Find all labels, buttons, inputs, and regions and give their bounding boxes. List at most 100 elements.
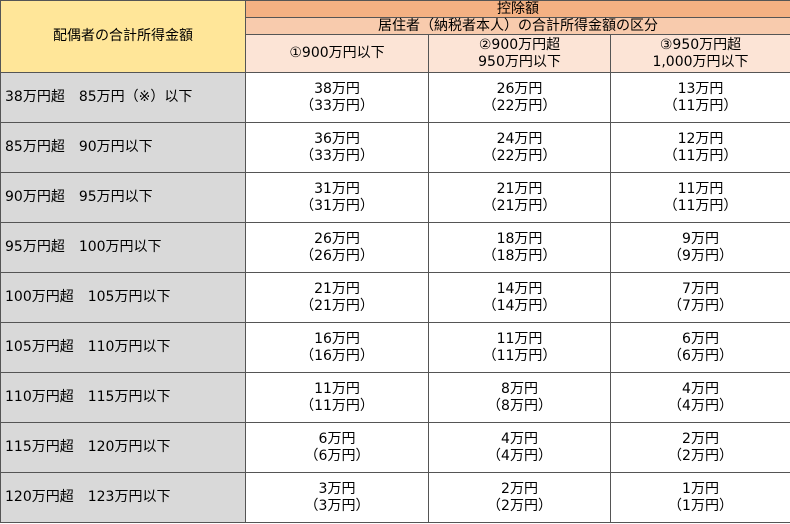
deduction-cell: 8万円 （8万円） [428,372,611,423]
deduction-amount: 13万円 [677,80,724,97]
deduction-amount: （22万円） [482,147,557,164]
deduction-amount: 2万円 [501,480,538,497]
column-header-line: ①900万円以下 [289,45,385,61]
deduction-amount: （4万円） [487,447,552,464]
corner-header: 配偶者の合計所得金額 [0,0,246,73]
deduction-amount: （16万円） [300,347,374,364]
deduction-amount: （9万円） [668,247,733,264]
deduction-amount: 26万円 [496,80,543,97]
deduction-amount: 11万円 [496,330,543,347]
deduction-amount: （1万円） [668,497,733,514]
row-header: 100万円超 105万円以下 [0,272,246,323]
deduction-amount: 8万円 [501,380,538,397]
deduction-cell: 18万円 （18万円） [428,222,611,273]
deduction-amount: 18万円 [496,230,543,247]
data-row: 95万円超 100万円以下 26万円 （26万円） 18万円 （18万円） 9万円 （9万円… [0,222,790,273]
row-header: 38万円超 85万円（※）以下 [0,72,246,123]
deduction-amount: （33万円） [300,147,374,164]
deduction-amount: （26万円） [300,247,374,264]
column-header-line: ②900万円超 [478,36,561,53]
deduction-amount: （18万円） [482,247,557,264]
data-row: 120万円超 123万円以下 3万円 （3万円） 2万円 （2万円） 1万円 （1万円） [0,472,790,523]
data-row: 100万円超 105万円以下 21万円 （21万円） 14万円 （14万円） 7万円 （7万… [0,272,790,323]
deduction-cell: 12万円 （11万円） [609,122,790,173]
deduction-amount: 16万円 [314,330,360,347]
row-header: 115万円超 120万円以下 [0,422,246,473]
deduction-amount: 38万円 [314,80,360,97]
deduction-cell: 21万円 （21万円） [245,272,429,323]
data-row: 115万円超 120万円以下 6万円 （6万円） 4万円 （4万円） 2万円 （2万円） [0,422,790,473]
deduction-cell: 26万円 （22万円） [428,72,611,123]
deduction-amount: （4万円） [668,397,733,414]
sub-header: 居住者（納税者本人）の合計所得金額の区分 [244,17,790,35]
column-header-line: 1,000万円以下 [652,53,749,70]
deduction-amount: （8万円） [487,397,552,414]
row-header: 85万円超 90万円以下 [0,122,246,173]
deduction-amount: （14万円） [482,297,557,314]
deduction-cell: 9万円 （9万円） [609,222,790,273]
deduction-amount: 14万円 [496,280,543,297]
deduction-amount: （7万円） [668,297,733,314]
deduction-cell: 16万円 （16万円） [245,322,429,373]
deduction-cell: 31万円 （31万円） [245,172,429,223]
deduction-amount: 26万円 [314,230,360,247]
column-header: ③950万円超 1,000万円以下 [609,34,790,73]
deduction-cell: 4万円 （4万円） [609,372,790,423]
deduction-amount: 6万円 [682,330,719,347]
data-row: 38万円超 85万円（※）以下 38万円 （33万円） 26万円 （22万円） 13万円（… [0,72,790,123]
deduction-amount: （31万円） [300,197,374,214]
deduction-amount: （22万円） [482,97,557,114]
deduction-amount: （6万円） [668,347,733,364]
deduction-cell: 11万円 （11万円） [609,172,790,223]
deduction-amount: 12万円 [677,130,724,147]
deduction-amount: （11万円） [663,97,738,114]
deduction-amount: 21万円 [496,180,543,197]
deduction-amount: 11万円 [677,180,724,197]
deduction-amount: （11万円） [663,147,738,164]
row-header: 110万円超 115万円以下 [0,372,246,423]
deduction-amount: 21万円 [314,280,360,297]
deduction-cell: 3万円 （3万円） [245,472,429,523]
column-header: ①900万円以下 [245,34,429,73]
deduction-cell: 13万円 （11万円） [609,72,790,123]
data-row: 85万円超 90万円以下 36万円 （33万円） 24万円 （22万円） 12万円 （11万… [0,122,790,173]
deduction-amount: （6万円） [304,447,370,464]
deduction-cell: 6万円 （6万円） [609,322,790,373]
deduction-amount: 11万円 [314,380,360,397]
deduction-cell: 6万円 （6万円） [245,422,429,473]
deduction-amount: （11万円） [663,197,738,214]
deduction-cell: 38万円 （33万円） [245,72,429,123]
deduction-amount: 3万円 [318,480,356,497]
deduction-amount: （33万円） [300,97,374,114]
deduction-amount: 2万円 [682,430,719,447]
row-header: 90万円超 95万円以下 [0,172,246,223]
column-header: ②900万円超 950万円以下 [428,34,611,73]
deduction-cell: 36万円 （33万円） [245,122,429,173]
deduction-amount: （21万円） [482,197,557,214]
row-header: 95万円超 100万円以下 [0,222,246,273]
deduction-amount: 31万円 [314,180,360,197]
deduction-amount: （11万円） [482,347,557,364]
deduction-cell: 2万円 （2万円） [428,472,611,523]
deduction-cell: 4万円 （4万円） [428,422,611,473]
deduction-amount: （3万円） [304,497,370,514]
data-row: 110万円超 115万円以下 11万円 （11万円） 8万円 （8万円） 4万円 （4万円） [0,372,790,423]
deduction-amount: （2万円） [487,497,552,514]
deduction-amount: 7万円 [682,280,719,297]
deduction-amount: （21万円） [300,297,374,314]
column-header-line: ③950万円超 [659,36,742,53]
deduction-cell: 14万円 （14万円） [428,272,611,323]
deduction-cell: 11万円 （11万円） [428,322,611,373]
row-header: 105万円超 110万円以下 [0,322,246,373]
data-row: 105万円超 110万円以下 16万円 （16万円） 11万円 （11万円） 6万円 （6万… [0,322,790,373]
deduction-cell: 24万円 （22万円） [428,122,611,173]
deduction-amount: （2万円） [668,447,733,464]
deduction-amount: （11万円） [300,397,374,414]
deduction-cell: 21万円 （21万円） [428,172,611,223]
deduction-cell: 2万円 （2万円） [609,422,790,473]
deduction-cell: 7万円 （7万円） [609,272,790,323]
deduction-cell: 11万円 （11万円） [245,372,429,423]
deduction-amount: 1万円 [682,480,719,497]
